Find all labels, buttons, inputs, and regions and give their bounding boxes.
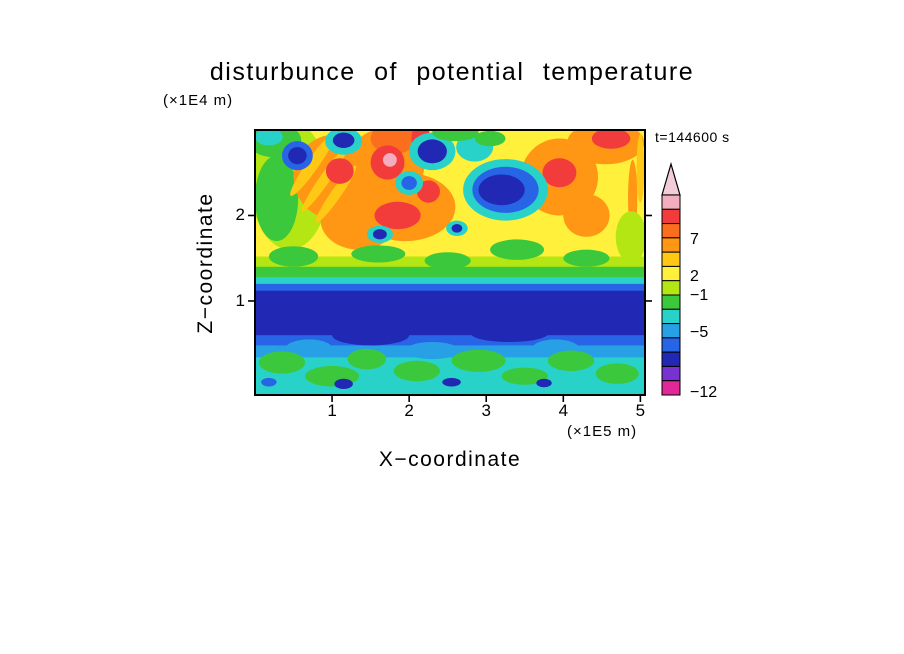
y-axis-units: (×1E4 m): [163, 92, 234, 109]
x-tick-label: 1: [327, 401, 337, 420]
colorbar: [661, 162, 681, 396]
colorbar-tick-label: −5: [690, 324, 709, 341]
y-tick-label: 2: [235, 205, 245, 225]
heatmap-plot: [248, 129, 652, 402]
y-axis-label: Z−coordinate: [194, 192, 217, 334]
x-axis-units: (×1E5 m): [567, 423, 638, 440]
x-tick-label: 5: [635, 401, 646, 420]
colorbar-tick-label: −1: [690, 287, 709, 304]
colorbar-tick-label: 2: [690, 268, 699, 285]
colorbar-tick-label: −12: [690, 384, 718, 401]
x-tick-label: 2: [404, 401, 414, 420]
x-axis-label: X−coordinate: [378, 448, 522, 471]
colorbar-tick-label: 7: [690, 231, 699, 248]
y-tick-label: 1: [235, 290, 245, 310]
time-label: t=144600 s: [655, 129, 730, 145]
page-title: disturbunce of potential temperature: [209, 58, 695, 86]
x-tick-label: 3: [481, 401, 491, 420]
x-tick-label: 4: [558, 401, 569, 420]
